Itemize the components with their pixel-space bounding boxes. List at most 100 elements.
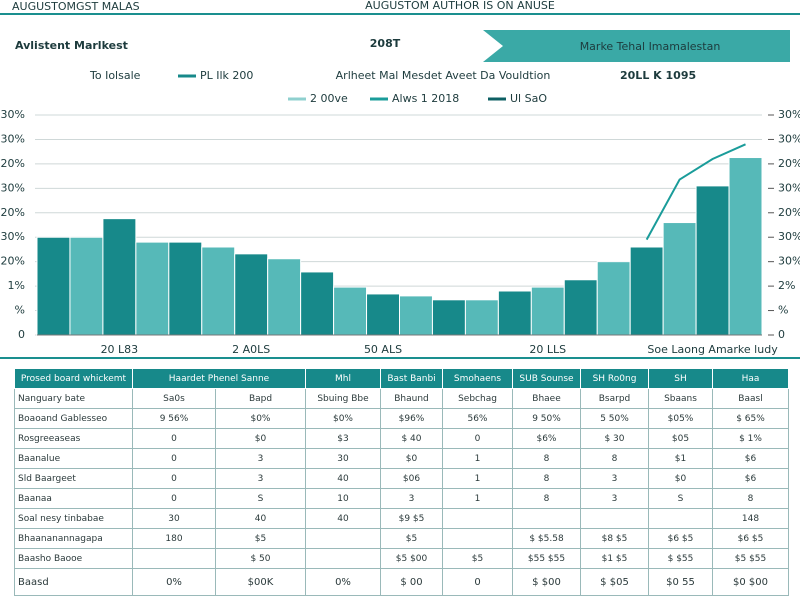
table-row: Nanguary bate Sa0s Bapd Sbuing Bbe Bhaund Seb… (14, 388, 789, 409)
y-tick-label: 0 (18, 328, 25, 341)
bar (201, 246, 236, 336)
table-cell: 8 (580, 448, 649, 469)
table-cell: Sbaans (648, 388, 713, 409)
y-tick-label: 20% (1, 157, 25, 170)
bar (333, 286, 368, 336)
table-cell: $0 $00 (712, 568, 789, 596)
header-cell: Prosed board whickemt (14, 368, 133, 389)
table-cell: $8 $5 (580, 528, 649, 549)
table-cell: 40 (305, 508, 381, 529)
bar (399, 295, 433, 336)
table-cell: $5 $55 (712, 548, 789, 569)
table-cell: $6 $5 (712, 528, 789, 549)
table-cell: $5 $00 (380, 548, 443, 569)
table-cell: Baasd (14, 568, 133, 596)
table-cell: 3 (580, 488, 649, 509)
bar (234, 253, 269, 336)
x-tick-label: Soe Laong Amarke ludy (647, 343, 778, 356)
table-cell: Baanalue (14, 448, 133, 469)
table-cell: 0 (132, 428, 216, 449)
table-cell: $ $05 (580, 568, 649, 596)
header-cell: SH Ro0ng (580, 368, 649, 389)
table-cell: $0 55 (648, 568, 713, 596)
header-cell: Bast Banbi (380, 368, 443, 389)
table-cell: $6 (712, 468, 789, 489)
table-cell: 0 (132, 468, 216, 489)
table-cell: 3 (580, 468, 649, 489)
banner-text: Marke Tehal Imamalestan (580, 40, 721, 53)
top-left: AUGUSTOMGST MALAS (12, 0, 140, 13)
table-cell (648, 508, 713, 529)
table-cell: 148 (712, 508, 789, 529)
table-cell: 30 (305, 448, 381, 469)
table-row: Baanaa 0 S 10 3 1 8 3 S 8 (14, 488, 789, 509)
table-cell: 1 (442, 488, 513, 509)
y2-tick-label: 2% (778, 279, 795, 292)
table-cell: $3 (305, 428, 381, 449)
table-cell: $ 40 (380, 428, 443, 449)
table-cell: 0% (132, 568, 216, 596)
table-row: Bhaananannagapa 180 $5 $5 $ $5.58 $8 $5 $6 $5 $… (14, 528, 789, 549)
top-center: AUGUSTOM AUTHOR IS ON ANUSE (365, 0, 555, 12)
y-tick-label: 30% (1, 132, 25, 145)
table-cell: 30 (132, 508, 216, 529)
table-cell: 8 (512, 448, 581, 469)
y2-tick-label: 20% (778, 206, 800, 219)
table-cell: Bhaund (380, 388, 443, 409)
table-cell: Sebchag (442, 388, 513, 409)
table-cell: $ 65% (712, 408, 789, 429)
x-tick-label: 2 A0LS (232, 343, 270, 356)
table-cell: $ 50 (215, 548, 306, 569)
bar (563, 279, 598, 336)
table-cell: $05% (648, 408, 713, 429)
header-cell: Haardet Phenel Sanne (132, 368, 306, 389)
table-cell: 8 (712, 488, 789, 509)
y2-tick-label: 30% (778, 230, 800, 243)
table-cell (305, 528, 381, 549)
table-cell: 3 (380, 488, 443, 509)
table-cell: $0 (380, 448, 443, 469)
y-tick-label: 30% (1, 181, 25, 194)
table-cell (442, 508, 513, 529)
table-cell: 0% (305, 568, 381, 596)
table-cell: $05 (648, 428, 713, 449)
legend-label: Ul SaO (510, 92, 547, 105)
big-number: 208T (370, 37, 401, 50)
table-cell: $ 00 (380, 568, 443, 596)
note: 20LL K 1095 (620, 69, 696, 82)
table-cell: 0 (132, 448, 216, 469)
header-cell: SUB Sounse (512, 368, 581, 389)
table-cell: 1 (442, 468, 513, 489)
line-series (645, 143, 746, 241)
table-cell: 180 (132, 528, 216, 549)
table-cell: Bhaee (512, 388, 581, 409)
y-tick-label: 30% (1, 230, 25, 243)
title: Avlistent Marlkest (15, 39, 128, 52)
header-cell: Haa (712, 368, 789, 389)
table-cell (580, 508, 649, 529)
table-cell: Sa0s (132, 388, 216, 409)
data-table: Prosed board whickemt Haardet Phenel Sann… (14, 368, 789, 596)
table-cell: Bhaananannagapa (14, 528, 133, 549)
y2-tick-label: % (778, 304, 788, 317)
table-cell: 5 50% (580, 408, 649, 429)
table-cell: Bapd (215, 388, 306, 409)
table-cell (305, 548, 381, 569)
table-cell: $5 (380, 528, 443, 549)
bar (135, 241, 170, 336)
table-cell: Boaoand Gablesseo (14, 408, 133, 429)
bar (596, 261, 631, 336)
table-cell: $1 (648, 448, 713, 469)
table-cell: $0 (215, 428, 306, 449)
table-row: Baasd 0% $00K 0% $ 00 0 $ $00 $ $05 $0 55 $0 $00 (14, 568, 789, 596)
table-cell: 8 (512, 488, 581, 509)
table-cell: 9 56% (132, 408, 216, 429)
table-cell: 8 (512, 468, 581, 489)
table-cell: 0 (442, 568, 513, 596)
bar (530, 286, 565, 336)
y2-tick-label: 30% (778, 181, 800, 194)
table-cell: $55 $55 (512, 548, 581, 569)
table-cell: $5 (442, 548, 513, 569)
table-cell: S (215, 488, 306, 509)
